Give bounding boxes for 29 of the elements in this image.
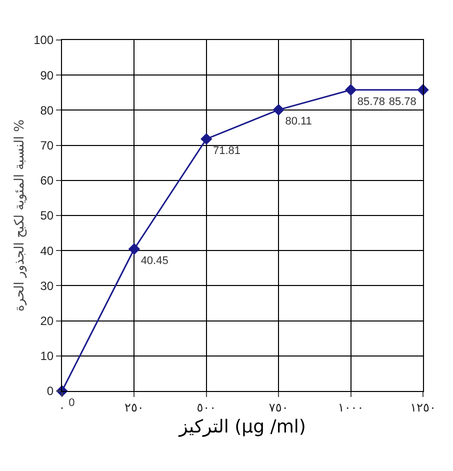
y-tick-label: 40: [40, 244, 54, 258]
point: [344, 84, 357, 96]
data-label: 85.78: [388, 96, 416, 108]
x-tick-label: ٠: [58, 400, 66, 414]
y-tick-label: 30: [40, 278, 54, 293]
data-label: 80.11: [285, 116, 312, 128]
x-tick-label: ٢٥٠: [124, 400, 144, 414]
point: [272, 104, 284, 116]
data-label: 40.45: [140, 254, 168, 267]
y-tick-label: 10: [40, 349, 54, 364]
data-label: 0: [68, 396, 75, 409]
point: [128, 243, 140, 255]
y-tick-label: 90: [40, 68, 54, 82]
x-axis-title: التركيز (µg /ml): [178, 416, 306, 438]
x-tick-label: ١٢٥٠: [410, 400, 436, 414]
point: [200, 133, 212, 145]
y-tick-label: 0: [46, 384, 54, 398]
y-tick-label: 80: [40, 103, 54, 118]
data-label: 85.78: [357, 96, 385, 108]
y-tick-label: 60: [40, 174, 54, 188]
x-tick-label: ١٠٠٠: [338, 400, 364, 414]
x-tick-label: ٥٠٠: [196, 400, 216, 414]
y-tick-label: 70: [40, 138, 54, 152]
y-axis-title: النسبة المئوية لكبح الجذور الحرة %: [12, 119, 28, 312]
y-tick-label: 20: [40, 314, 54, 328]
y-tick-label: 50: [40, 208, 54, 223]
y-tick-label: 100: [34, 33, 54, 48]
data-label: 71.81: [213, 144, 241, 157]
x-tick-label: ٧٥٠: [268, 400, 288, 414]
